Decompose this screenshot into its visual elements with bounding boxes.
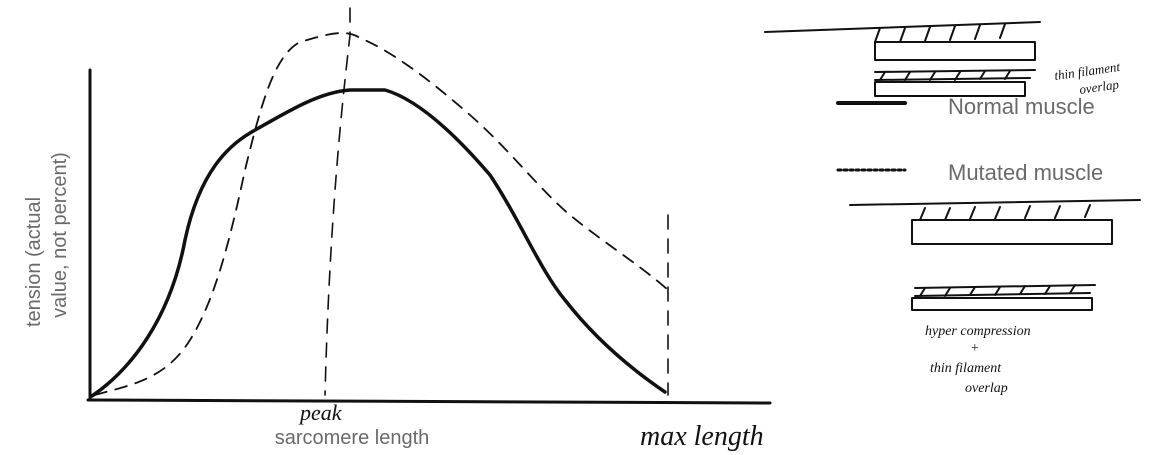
x-axis xyxy=(86,398,772,405)
note-line: + xyxy=(970,341,979,356)
note-line: overlap xyxy=(1078,77,1120,97)
y-label-line: tension (actual xyxy=(23,197,45,327)
x-axis-label: sarcomere length xyxy=(275,427,430,449)
peak-annotation: peak xyxy=(298,400,343,425)
note-line: hyper compression xyxy=(925,324,1031,339)
y-label-line: value, not percent) xyxy=(49,152,71,318)
bottom-sarcomere-sketch xyxy=(849,199,1141,311)
note-line: thin filament xyxy=(930,361,1002,376)
top-sarcomere-sketch xyxy=(764,21,1041,97)
note-line: overlap xyxy=(965,381,1008,396)
normal-curve xyxy=(90,88,667,398)
max-length-annotation: max length xyxy=(640,421,764,452)
guides xyxy=(324,7,669,396)
legend-label: Mutated muscle xyxy=(948,160,1103,185)
y-axis-label: tension (actual value, not percent) xyxy=(23,152,71,327)
bottom-sketch-note: hyper compression + thin filament overla… xyxy=(925,324,1031,396)
legend-label: Normal muscle xyxy=(948,94,1095,119)
mutated-curve xyxy=(94,32,669,396)
